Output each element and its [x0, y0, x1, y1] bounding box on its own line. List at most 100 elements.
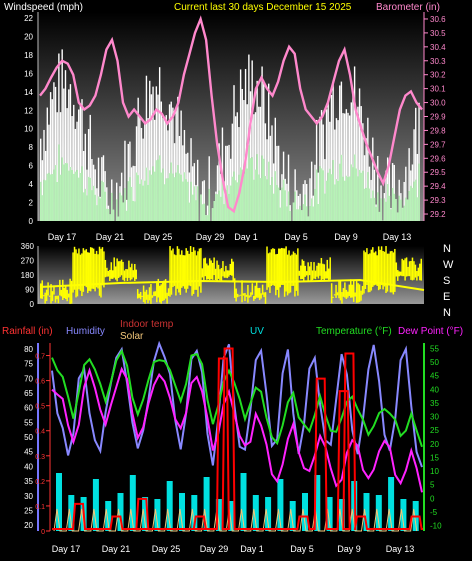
direction-bar [264, 292, 267, 304]
direction-bar [399, 271, 402, 276]
direction-bar [139, 292, 142, 300]
direction-bar [372, 247, 374, 287]
wind-avg-bar [282, 179, 285, 221]
wind-avg-bar [322, 170, 325, 221]
direction-bar [382, 251, 384, 290]
wind-avg-bar [165, 178, 168, 221]
wind-avg-bar [334, 184, 336, 221]
wind-gust-bar [286, 183, 288, 221]
humidity-axis-ticks: 80 75 70 65 60 55 50 45 40 35 30 25 20 [24, 345, 33, 530]
compass-letter: E [443, 291, 450, 303]
direction-avg-line [39, 278, 425, 291]
direction-bar [280, 247, 283, 285]
direction-bar [342, 288, 345, 297]
wind-gust-bar [339, 85, 341, 222]
barometer-tick-label: 29.2 [430, 210, 446, 219]
wind-gust-bar [56, 112, 58, 221]
direction-bar [125, 269, 127, 278]
wind-avg-bar [377, 192, 379, 221]
date-label: Day 13 [383, 232, 412, 242]
wind-avg-bar [112, 209, 115, 221]
direction-bar [151, 295, 154, 298]
wind-avg-bar [253, 179, 255, 221]
wind-gust-bar [355, 109, 357, 221]
direction-bar [107, 271, 110, 277]
chart-title: Current last 30 days December 15 2025 [174, 2, 352, 13]
date-label: Day 21 [102, 544, 131, 554]
humidity-tick-label: 55 [24, 418, 33, 427]
direction-bar [91, 247, 93, 289]
date-label: Day 29 [200, 544, 229, 554]
direction-bar [217, 264, 220, 279]
direction-bar [316, 265, 318, 277]
direction-bar [85, 249, 88, 288]
direction-bar [87, 252, 89, 294]
wind-avg-bar [271, 177, 273, 221]
wind-avg-bar [137, 175, 140, 221]
date-label: Day 17 [48, 232, 77, 242]
wind-gust-bar [408, 148, 410, 221]
direction-bar [374, 251, 377, 285]
wind-gust-bar [253, 114, 255, 221]
direction-bar [72, 252, 74, 293]
direction-bar [148, 287, 151, 301]
wind-avg-bar [152, 166, 154, 221]
barometer-tick-label: 30.6 [430, 15, 446, 24]
wind-avg-bar [149, 170, 151, 221]
wind-avg-bar [81, 166, 83, 221]
wind-avg-bar [225, 190, 227, 221]
wind-gust-bar [82, 150, 85, 221]
wind-gust-bar [140, 127, 143, 221]
temperature-tick-label: 55 [430, 344, 439, 353]
wind-gust-bar [58, 53, 60, 221]
direction-bar [197, 251, 199, 297]
wind-gust-bar [144, 121, 146, 221]
wind-gust-bar [335, 118, 338, 221]
direction-bar [45, 289, 48, 302]
direction-bar [42, 295, 45, 297]
direction-bar [117, 261, 120, 279]
wind-gust-bar [363, 155, 366, 221]
humidity-tick-label: 60 [24, 404, 33, 413]
wind-gust-bar [216, 165, 219, 221]
wind-gust-bar [352, 94, 354, 221]
wind-avg-bar [120, 195, 123, 221]
rain-tick-label: 0.7 [35, 354, 45, 361]
wind-gust-bar [344, 113, 346, 221]
humidity-tick-label: 65 [24, 389, 33, 398]
direction-bar [289, 255, 292, 293]
wind-avg-bar [259, 178, 262, 221]
wind-avg-bar [154, 171, 156, 221]
wind-gust-bar [277, 145, 280, 221]
wind-gust-bar [310, 161, 313, 221]
direction-bar [295, 254, 298, 291]
barometer-tick-label: 30.3 [430, 57, 446, 66]
wind-avg-bar [56, 182, 59, 221]
wind-gust-bar [96, 188, 98, 221]
wind-avg-bar [365, 187, 368, 221]
direction-bar [223, 271, 226, 278]
uv-bar [191, 495, 198, 531]
wind-avg-bar [216, 194, 219, 221]
wind-gust-bar [165, 115, 167, 221]
direction-bar [267, 253, 270, 288]
wind-gust-bar [81, 99, 83, 221]
direction-bar [94, 253, 96, 292]
direction-bar [163, 280, 165, 301]
wind-gust-bar [89, 114, 91, 221]
wind-gust-bar [97, 157, 100, 221]
direction-bar [347, 291, 349, 298]
wind-avg-bar [66, 163, 69, 221]
direction-bar [126, 269, 129, 281]
temperature-tick-label: 25 [430, 426, 439, 435]
direction-bar [195, 255, 198, 290]
wind-avg-bar [406, 199, 409, 221]
wind-gust-bar [192, 166, 194, 221]
wind-avg-bar [122, 202, 125, 221]
direction-bar [352, 280, 355, 302]
direction-bar [401, 258, 403, 277]
direction-bar [278, 248, 280, 298]
wind-avg-bar [388, 195, 391, 221]
temperature-label: Temperature (°F) [316, 326, 392, 337]
